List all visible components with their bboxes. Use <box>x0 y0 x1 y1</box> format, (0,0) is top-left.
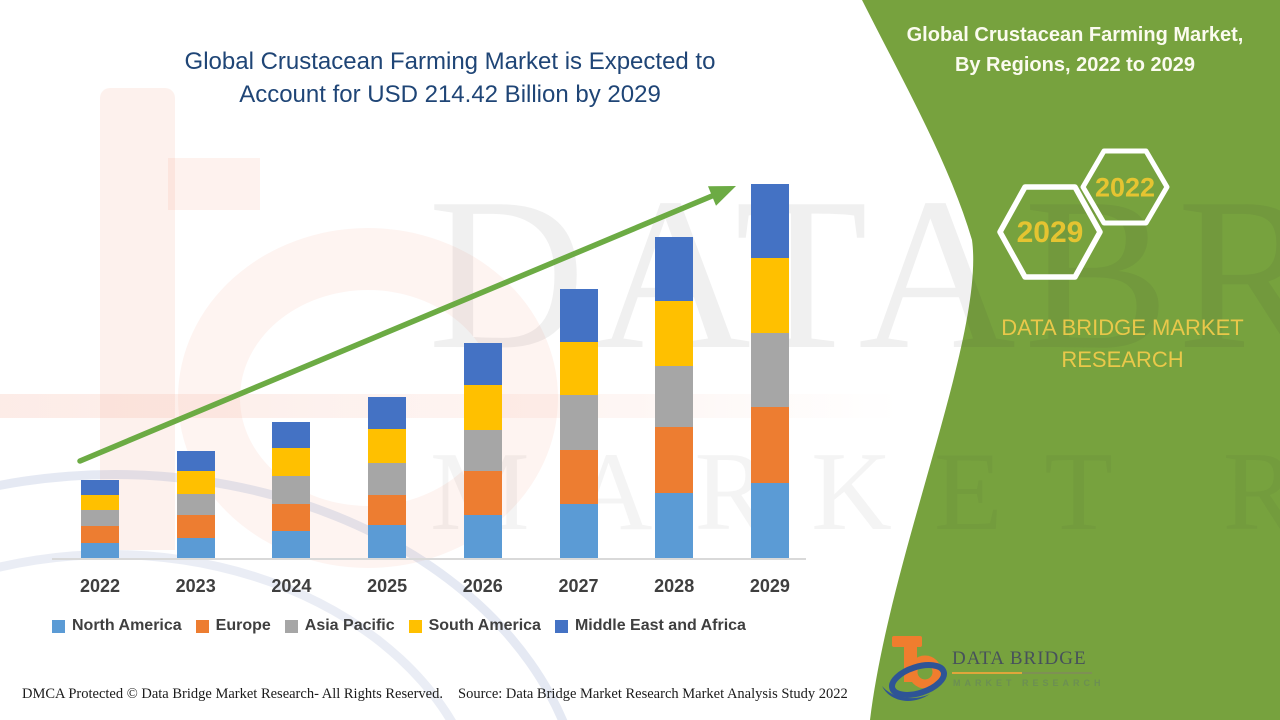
x-axis-label-2029: 2029 <box>749 576 790 596</box>
legend-item-middle-east-and-africa: Middle East and Africa <box>554 617 746 635</box>
bar-segment-north-america-2029 <box>750 482 789 558</box>
legend-swatch <box>554 619 568 633</box>
panel-title-line1: Global Crustacean Farming Market, <box>906 24 1244 46</box>
legend-label: Europe <box>215 617 271 634</box>
chart-headline: Global Crustacean Farming Market is Expe… <box>120 45 780 111</box>
bar-segment-asia-pacific-2023 <box>176 494 215 516</box>
bar-segment-europe-2022 <box>81 526 119 543</box>
bar-segment-north-america-2028 <box>655 493 694 558</box>
hexagon-2022-label: 2022 <box>1094 172 1156 203</box>
stacked-bar-2029 <box>750 183 789 558</box>
legend-label: South America <box>428 617 541 634</box>
bar-segment-north-america-2022 <box>81 542 119 558</box>
bar-segment-europe-2029 <box>750 406 789 483</box>
bar-segment-north-america-2025 <box>368 524 407 558</box>
bar-segment-middle-east-and-africa-2022 <box>81 479 119 495</box>
legend-item-asia-pacific: Asia Pacific <box>284 617 395 635</box>
logo-subtitle-text: MARKET RESEARCH <box>953 678 1105 688</box>
bar-segment-middle-east-and-africa-2029 <box>750 183 789 258</box>
brand-wordmark: DATA BRIDGE MARKET RESEARCH <box>970 312 1275 376</box>
bar-segment-south-america-2029 <box>750 257 789 333</box>
databridge-logo-icon <box>882 636 947 701</box>
logo-underline <box>952 672 1092 674</box>
brand-line2: RESEARCH <box>1061 347 1184 372</box>
legend-item-europe: Europe <box>195 617 271 635</box>
bar-segment-north-america-2027 <box>559 504 598 558</box>
bar-segment-asia-pacific-2025 <box>368 463 407 495</box>
legend-swatch <box>195 619 209 633</box>
bar-segment-europe-2023 <box>176 515 215 539</box>
legend-label: Middle East and Africa <box>574 617 746 634</box>
legend-swatch <box>52 619 65 633</box>
bar-segment-south-america-2023 <box>176 471 215 495</box>
legend-swatch <box>408 619 422 633</box>
x-axis-label-2022: 2022 <box>79 576 121 596</box>
source-note: Source: Data Bridge Market Research Mark… <box>458 686 848 702</box>
hexagon-2022 <box>1080 148 1170 226</box>
legend-item-south-america: South America <box>408 617 541 635</box>
chart-headline-line2: Account for USD 214.42 Billion by 2029 <box>239 81 661 108</box>
bar-segment-north-america-2023 <box>176 538 215 558</box>
x-axis-label-2024: 2024 <box>271 576 312 596</box>
bar-segment-asia-pacific-2022 <box>81 509 119 527</box>
bar-segment-europe-2024 <box>272 504 311 532</box>
legend-label: North America <box>72 617 182 634</box>
x-axis-label-2028: 2028 <box>654 576 695 596</box>
bar-segment-north-america-2024 <box>272 531 311 558</box>
bar-segment-europe-2026 <box>463 471 502 516</box>
panel-title: Global Crustacean Farming Market, By Reg… <box>880 20 1270 80</box>
x-axis-label-2027: 2027 <box>558 576 599 596</box>
brand-line1: DATA BRIDGE MARKET <box>1001 315 1244 340</box>
x-axis-label-2025: 2025 <box>367 576 408 596</box>
dmca-notice: DMCA Protected © Data Bridge Market Rese… <box>22 686 443 702</box>
hexagon-2029 <box>997 184 1103 280</box>
legend-swatch <box>284 619 298 633</box>
bar-segment-asia-pacific-2024 <box>272 476 311 505</box>
x-axis-line <box>52 558 806 560</box>
legend-label: Asia Pacific <box>304 617 395 634</box>
logo-name-text: DATA BRIDGE <box>952 648 1087 669</box>
stacked-bar-2022 <box>81 479 119 558</box>
bar-segment-south-america-2022 <box>81 494 119 510</box>
legend-item-north-america: North America <box>52 617 182 635</box>
bar-segment-north-america-2026 <box>463 515 502 558</box>
bar-segment-europe-2025 <box>368 494 407 525</box>
x-axis-label-2026: 2026 <box>462 576 503 596</box>
chart-headline-line1: Global Crustacean Farming Market is Expe… <box>184 48 716 75</box>
x-axis-label-2023: 2023 <box>175 576 216 596</box>
chart-legend: North America Europe Asia Pacific South Ame… <box>52 617 746 635</box>
hexagon-2029-label: 2029 <box>1016 216 1084 249</box>
bar-segment-asia-pacific-2029 <box>750 332 789 407</box>
panel-title-line2: By Regions, 2022 to 2029 <box>954 54 1196 76</box>
